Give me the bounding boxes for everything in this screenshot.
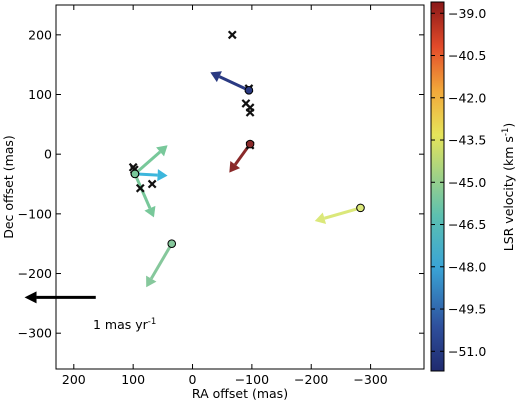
motion-arrow-shaft [323, 206, 361, 220]
colorbar-label: LSR velocity (km s-1) [501, 123, 516, 252]
colorbar-tick-label: −43.5 [448, 133, 486, 148]
colorbar-tick-label: −39.0 [448, 6, 486, 21]
cross-marker [147, 179, 157, 189]
cross-marker [245, 108, 255, 117]
colorbar-tick-label: −46.5 [448, 217, 486, 232]
maser-spot [167, 239, 177, 248]
motion-arrow-head [314, 212, 327, 225]
colorbar [430, 1, 445, 372]
maser-spot [244, 86, 254, 95]
motion-arrow-shaft [133, 150, 162, 175]
scale-arrow [24, 291, 96, 304]
motion-arrow-shaft [218, 75, 250, 92]
y-tick-label: 0 [44, 147, 52, 162]
x-tick-label: −100 [235, 372, 269, 387]
x-tick-label: −200 [294, 372, 328, 387]
maser-spots [130, 86, 365, 248]
y-axis-label: Dec offset (mas) [1, 135, 16, 239]
y-tick-label: −100 [18, 206, 52, 221]
motion-arrow-head [144, 205, 156, 218]
maser-spot [245, 139, 255, 149]
motion-arrow-head [146, 275, 157, 288]
motion-arrow [314, 206, 361, 225]
y-tick-label: −300 [18, 326, 52, 341]
y-axis-ticks: 200 100 0 −100 −200 −300 [18, 27, 424, 341]
motion-arrow-head [156, 145, 168, 157]
motion-arrow-head [229, 161, 241, 173]
motion-arrow [133, 145, 168, 175]
colorbar-tick-label: −40.5 [448, 48, 486, 63]
scale-arrow-head [24, 291, 37, 304]
maser-spot [130, 169, 140, 179]
motion-arrow-head [210, 71, 222, 83]
motion-arrow [146, 242, 174, 288]
x-axis-label: RA offset (mas) [192, 386, 288, 401]
colorbar-ticks: −39.0 −40.5 −42.0 −43.5 −45.0 −46.5 −48.0 −49.5… [431, 6, 486, 359]
motion-arrow-head [157, 169, 168, 182]
y-tick-label: 100 [28, 87, 52, 102]
motion-arrow-shaft [149, 242, 174, 280]
motion-arrow [210, 71, 250, 92]
colorbar-tick-label: −45.0 [448, 175, 486, 190]
cross-marker [227, 30, 237, 40]
cross-marker [135, 183, 145, 193]
y-tick-label: 200 [28, 27, 52, 42]
cross-markers [128, 30, 255, 193]
x-tick-label: 0 [189, 372, 197, 387]
colorbar-tick-label: −48.0 [448, 259, 486, 274]
x-tick-label: 200 [62, 372, 86, 387]
scale-arrow-label: 1 mas yr-1 [93, 317, 156, 332]
proper-motion-arrows [133, 71, 361, 288]
y-tick-label: −200 [18, 266, 52, 281]
colorbar-tick-label: −51.0 [448, 344, 486, 359]
x-tick-label: −300 [353, 372, 387, 387]
x-tick-label: 100 [121, 372, 145, 387]
scale-arrow-group [24, 291, 96, 304]
colorbar-tick-label: −42.0 [448, 90, 486, 105]
plot-area [55, 4, 425, 370]
x-axis-ticks: 200 100 0 −100 −200 −300 [62, 5, 388, 387]
colorbar-tick-label: −49.5 [448, 302, 486, 317]
maser-spot [356, 203, 365, 213]
